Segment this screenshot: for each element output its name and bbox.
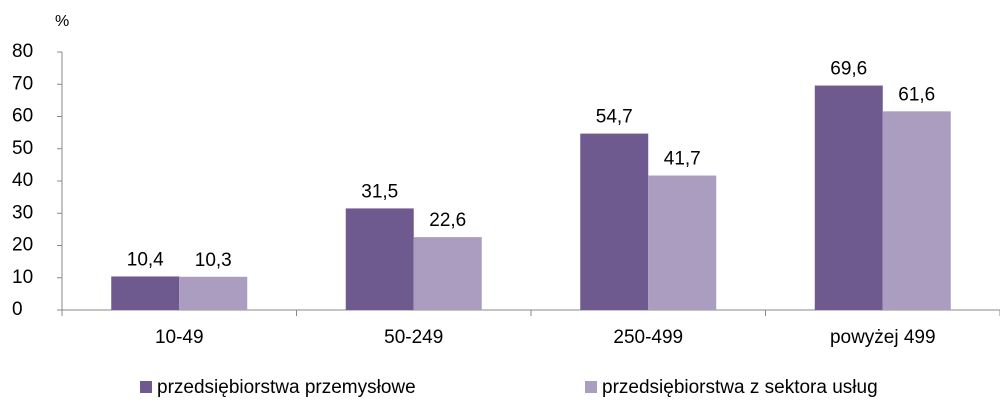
- value-label: 22,6: [429, 210, 466, 231]
- y-tick-label: 80: [12, 41, 33, 62]
- y-tick-label: 10: [12, 267, 33, 288]
- value-label: 69,6: [830, 59, 867, 80]
- legend-label: przedsiębiorstwa przemysłowe: [157, 377, 416, 398]
- y-tick-label: 40: [12, 170, 33, 191]
- x-tick-label: powyżej 499: [830, 327, 936, 348]
- bar: [111, 276, 180, 310]
- value-label: 41,7: [664, 149, 701, 170]
- value-label: 54,7: [596, 107, 633, 128]
- y-tick-label: 50: [12, 138, 33, 159]
- bar: [882, 111, 951, 310]
- y-tick-label: 20: [12, 235, 33, 256]
- y-tick-label: 0: [12, 299, 23, 320]
- bar: [814, 85, 883, 310]
- value-label: 61,6: [898, 84, 935, 105]
- x-tick-label: 10-49: [155, 327, 204, 348]
- x-tick-label: 250-499: [613, 327, 683, 348]
- value-label: 31,5: [361, 181, 398, 202]
- bar: [580, 133, 649, 310]
- y-tick-label: 70: [12, 73, 33, 94]
- y-tick-label: 30: [12, 202, 33, 223]
- legend-swatch: [140, 381, 152, 393]
- value-label: 10,3: [195, 250, 232, 271]
- bar: [413, 237, 482, 310]
- bar: [179, 276, 248, 310]
- x-tick-label: 50-249: [384, 327, 443, 348]
- value-label: 10,4: [127, 249, 164, 270]
- y-axis-label: %: [55, 13, 69, 30]
- legend-swatch: [585, 381, 597, 393]
- bar: [648, 175, 717, 310]
- bar: [345, 208, 414, 310]
- y-tick-label: 60: [12, 106, 33, 127]
- legend-label: przedsiębiorstwa z sektora usług: [602, 377, 878, 398]
